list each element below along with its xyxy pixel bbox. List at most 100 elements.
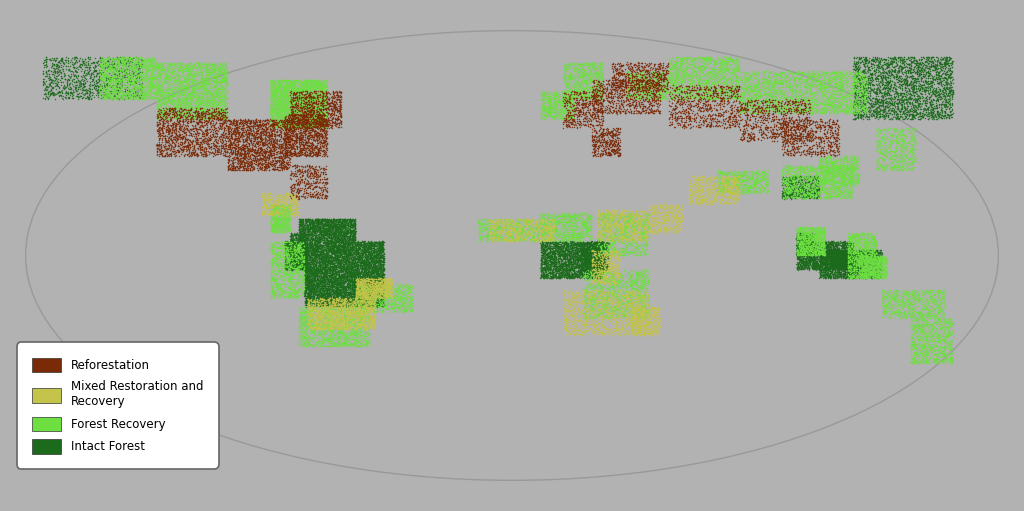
Point (706, 92, 722, 100)
Point (611, 142, 628, 150)
Point (137, 56, 154, 64)
Point (285, 102, 301, 110)
Point (776, 72, 793, 80)
Point (293, 101, 309, 109)
Point (793, 240, 809, 248)
Point (792, 225, 808, 234)
Point (588, 250, 604, 259)
Point (800, 191, 816, 199)
Point (268, 214, 285, 222)
Point (271, 76, 288, 84)
Point (862, 263, 879, 271)
Point (849, 269, 865, 277)
Point (934, 310, 950, 318)
Point (204, 60, 220, 68)
Point (818, 189, 835, 197)
Point (216, 118, 232, 126)
Point (744, 108, 761, 117)
Point (135, 72, 152, 80)
Point (372, 297, 388, 306)
Point (808, 178, 824, 186)
Point (808, 247, 824, 255)
Point (77, 63, 93, 71)
Point (198, 65, 214, 74)
Point (328, 234, 344, 242)
Point (356, 308, 373, 316)
Point (826, 240, 843, 248)
Point (925, 65, 941, 74)
Point (599, 244, 615, 252)
Point (167, 141, 183, 149)
Point (829, 262, 846, 270)
Point (707, 84, 723, 92)
Point (749, 172, 765, 180)
Point (821, 259, 838, 267)
Point (120, 76, 136, 84)
Point (798, 234, 814, 242)
Point (367, 322, 383, 330)
Point (596, 85, 612, 93)
Point (361, 249, 378, 257)
Point (315, 290, 332, 298)
Point (563, 212, 580, 220)
Point (369, 246, 385, 254)
Point (750, 92, 766, 101)
Point (343, 276, 359, 284)
Point (297, 85, 313, 94)
Point (727, 188, 743, 196)
Point (353, 253, 370, 261)
Point (247, 153, 263, 161)
Point (112, 85, 128, 93)
Point (190, 112, 207, 121)
Point (624, 297, 640, 306)
Point (355, 290, 372, 298)
Point (541, 230, 557, 238)
Point (175, 132, 191, 141)
Point (294, 259, 310, 267)
Point (584, 278, 600, 287)
Point (752, 73, 768, 81)
Point (752, 170, 768, 178)
Point (247, 153, 263, 161)
Point (302, 284, 318, 292)
Point (303, 120, 319, 128)
Point (319, 306, 336, 314)
Point (815, 78, 831, 86)
Point (135, 72, 152, 80)
Point (580, 89, 596, 98)
Point (362, 244, 379, 252)
Point (309, 270, 326, 278)
Point (346, 289, 362, 297)
Point (682, 88, 698, 96)
Point (232, 145, 249, 153)
Point (595, 240, 611, 248)
Point (702, 115, 719, 123)
Point (366, 289, 382, 297)
Point (310, 94, 327, 102)
Point (627, 229, 643, 238)
Point (308, 177, 325, 185)
Point (864, 250, 881, 258)
Point (596, 269, 612, 277)
Point (871, 266, 888, 274)
Point (347, 316, 364, 324)
Point (551, 271, 567, 280)
Point (681, 194, 697, 202)
Point (796, 257, 812, 265)
Point (637, 216, 653, 224)
Point (564, 301, 581, 309)
Point (333, 318, 349, 327)
Point (207, 105, 223, 113)
Point (653, 75, 670, 83)
Point (682, 179, 698, 188)
Point (510, 215, 526, 223)
Point (359, 279, 376, 287)
Point (304, 116, 321, 124)
Point (322, 256, 338, 264)
Point (270, 267, 287, 275)
Point (841, 185, 857, 193)
Point (924, 100, 940, 108)
Point (583, 263, 599, 271)
Point (791, 135, 807, 144)
Point (841, 252, 857, 261)
